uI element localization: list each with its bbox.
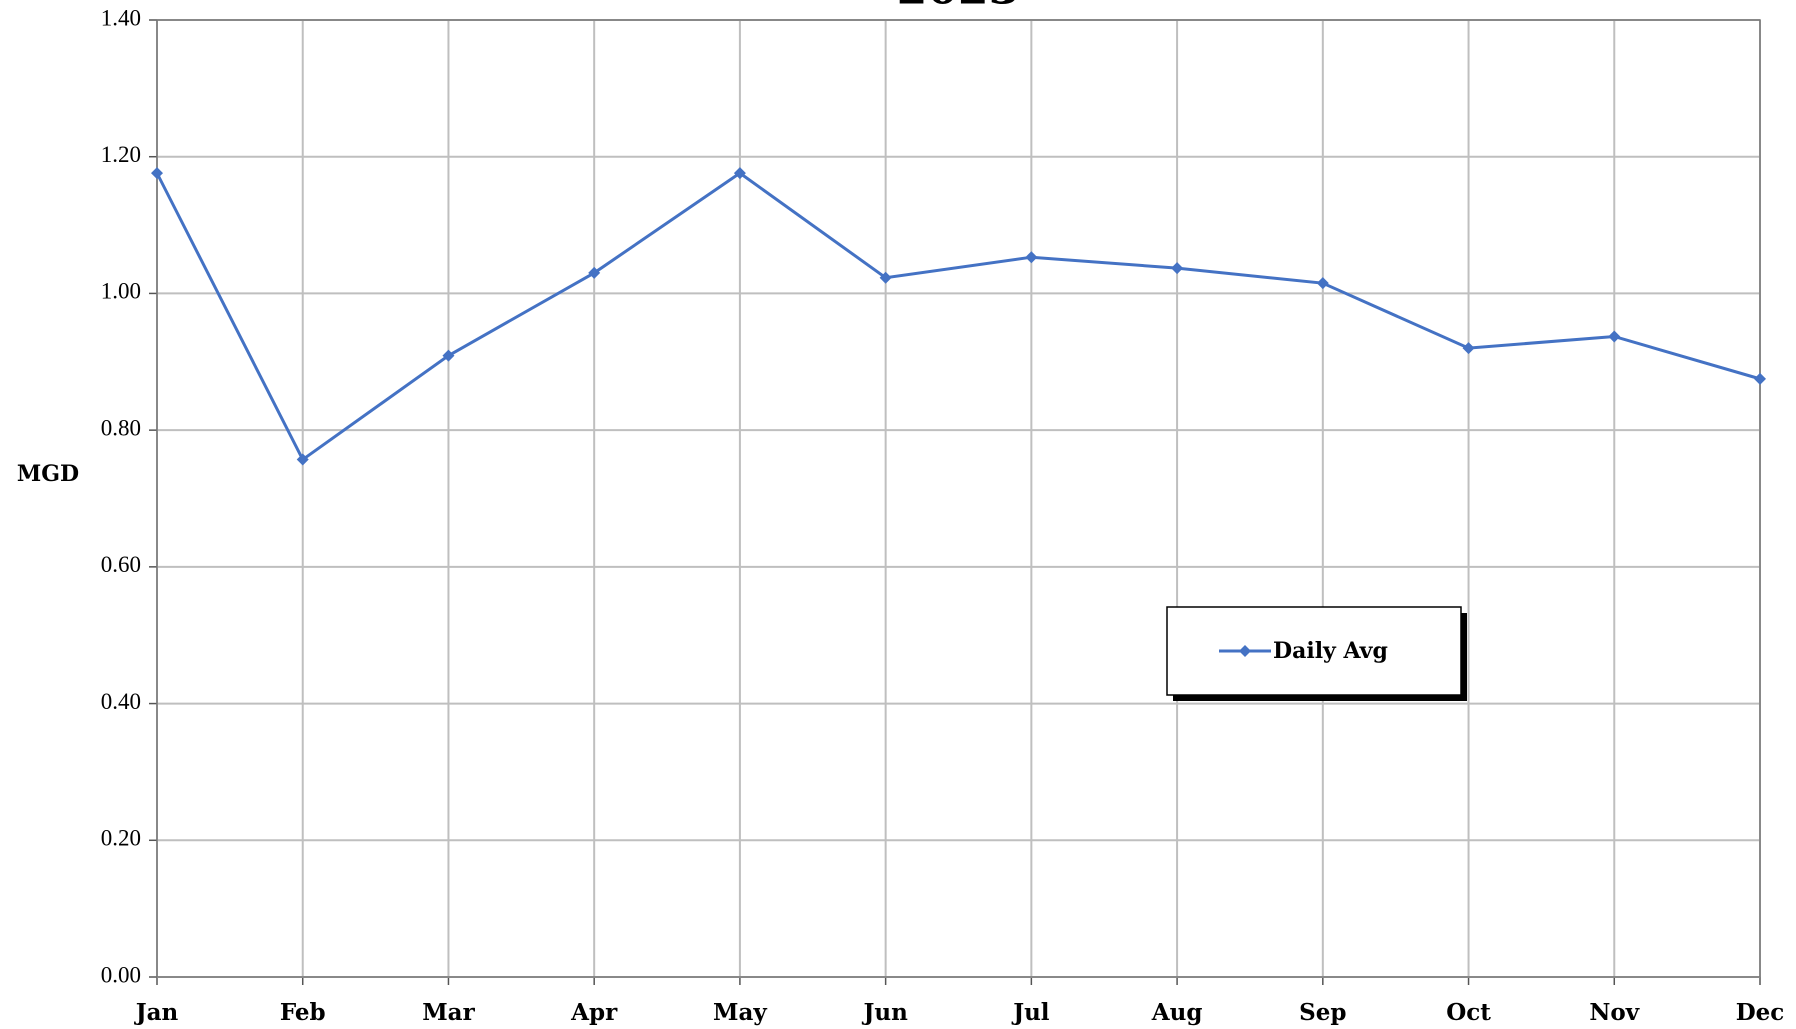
- point: [588, 266, 601, 279]
- point: [1462, 342, 1475, 355]
- y-tick-label: 1.20: [101, 142, 141, 167]
- x-tick-label: May: [713, 999, 767, 1026]
- x-tick-label: Jun: [861, 999, 908, 1026]
- point: [1754, 372, 1766, 385]
- x-tick-label: Mar: [422, 999, 475, 1026]
- y-axis-label: MGD: [17, 461, 79, 487]
- series-line: [155, 171, 1761, 462]
- chart-title: 2023: [897, 0, 1019, 15]
- point: [1171, 262, 1184, 275]
- y-tick-label: 0.40: [101, 689, 141, 714]
- legend-marker: [1239, 645, 1251, 657]
- x-tick-label: Nov: [1589, 999, 1639, 1026]
- point: [296, 453, 309, 466]
- x-tick-label: Feb: [280, 999, 326, 1026]
- x-tick-label: Aug: [1151, 999, 1203, 1026]
- point: [1608, 330, 1621, 343]
- x-tick-label: Dec: [1736, 999, 1785, 1026]
- point: [1025, 251, 1038, 264]
- legend: [1166, 606, 1462, 696]
- y-tick-label: 1.00: [101, 279, 141, 304]
- point: [442, 349, 455, 362]
- y-tick-label: 0.60: [101, 552, 141, 577]
- point: [151, 167, 163, 180]
- point: [1316, 277, 1329, 290]
- x-tick-label: Oct: [1446, 999, 1491, 1026]
- y-tick-label: 0.20: [101, 826, 141, 851]
- y-tick-label: 0.00: [101, 962, 141, 987]
- x-tick-label: Apr: [570, 999, 618, 1026]
- point: [879, 271, 892, 284]
- x-tick-label: Sep: [1299, 999, 1346, 1026]
- x-tick-label: Jul: [1011, 999, 1050, 1026]
- legend-label: Daily Avg: [1273, 638, 1388, 664]
- plot-frame: [156, 19, 1761, 978]
- point: [733, 167, 746, 180]
- y-tick-label: 0.80: [101, 415, 141, 440]
- y-tick-label: 1.40: [101, 5, 141, 30]
- x-tick-label: Jan: [134, 999, 179, 1026]
